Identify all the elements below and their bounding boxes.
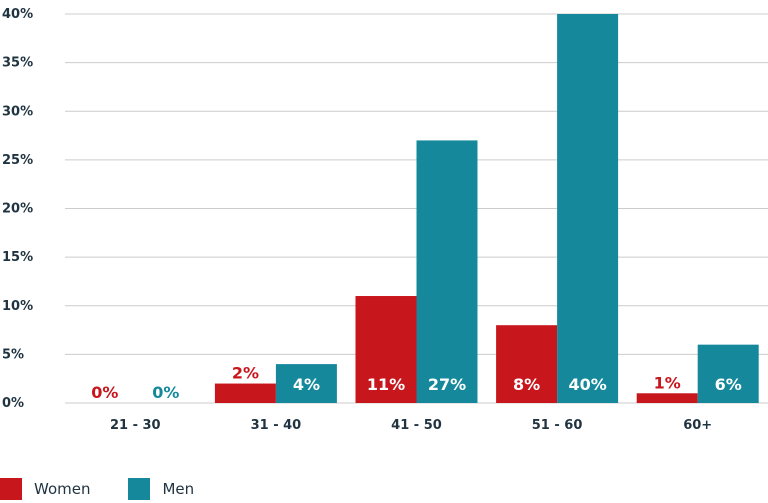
y-tick-label: 40% bbox=[2, 7, 33, 22]
bar-men bbox=[275, 364, 337, 403]
data-label-men: 0% bbox=[152, 383, 179, 402]
y-tick-label: 25% bbox=[2, 153, 33, 168]
bar-women bbox=[496, 325, 558, 403]
legend-swatch-women bbox=[0, 478, 22, 500]
data-label-men: 4% bbox=[293, 375, 320, 394]
data-label-men: 27% bbox=[428, 375, 466, 394]
legend-swatch-men bbox=[128, 478, 151, 500]
bar-women bbox=[214, 383, 276, 403]
bar-men bbox=[416, 140, 478, 404]
y-tick-label: 35% bbox=[2, 56, 33, 71]
x-axis: 21 - 30 31 - 40 41 - 50 51 - 60 60+ bbox=[110, 418, 712, 433]
bar-men bbox=[697, 344, 759, 403]
x-tick-label: 31 - 40 bbox=[251, 418, 302, 433]
y-tick-label: 0% bbox=[2, 396, 24, 411]
y-tick-label: 30% bbox=[2, 104, 33, 119]
data-label-women: 0% bbox=[91, 383, 118, 402]
data-label-men: 40% bbox=[568, 375, 606, 394]
y-tick-label: 20% bbox=[2, 202, 33, 217]
y-axis: 0% 5% 10% 15% 20% 25% 30% 35% 40% bbox=[2, 7, 33, 411]
legend-item-men: Men bbox=[128, 478, 194, 500]
legend: Women Men bbox=[0, 478, 232, 500]
y-tick-label: 10% bbox=[2, 299, 33, 314]
data-label-women: 11% bbox=[367, 375, 405, 394]
legend-item-women: Women bbox=[0, 478, 90, 500]
y-tick-label: 5% bbox=[2, 347, 24, 362]
data-labels: 0% 0% 2% 4% 11% 27% 8% 40% 1% 6% bbox=[91, 364, 742, 402]
bar-women bbox=[636, 393, 698, 403]
legend-label-women: Women bbox=[34, 480, 91, 498]
x-tick-label: 60+ bbox=[683, 418, 712, 433]
x-tick-label: 41 - 50 bbox=[391, 418, 442, 433]
bars bbox=[214, 14, 759, 404]
bar-men bbox=[557, 14, 619, 403]
bar-women bbox=[355, 296, 417, 403]
legend-label-men: Men bbox=[162, 480, 195, 498]
data-label-men: 6% bbox=[715, 375, 742, 394]
x-tick-label: 21 - 30 bbox=[110, 418, 161, 433]
data-label-women: 1% bbox=[654, 373, 681, 392]
bar-chart: 0% 5% 10% 15% 20% 25% 30% 35% 40% 0% 0% 2% 4% 11% 27%… bbox=[2, 7, 768, 433]
data-label-women: 2% bbox=[232, 364, 259, 383]
x-tick-label: 51 - 60 bbox=[532, 418, 583, 433]
y-tick-label: 15% bbox=[2, 250, 33, 265]
data-label-women: 8% bbox=[513, 375, 540, 394]
